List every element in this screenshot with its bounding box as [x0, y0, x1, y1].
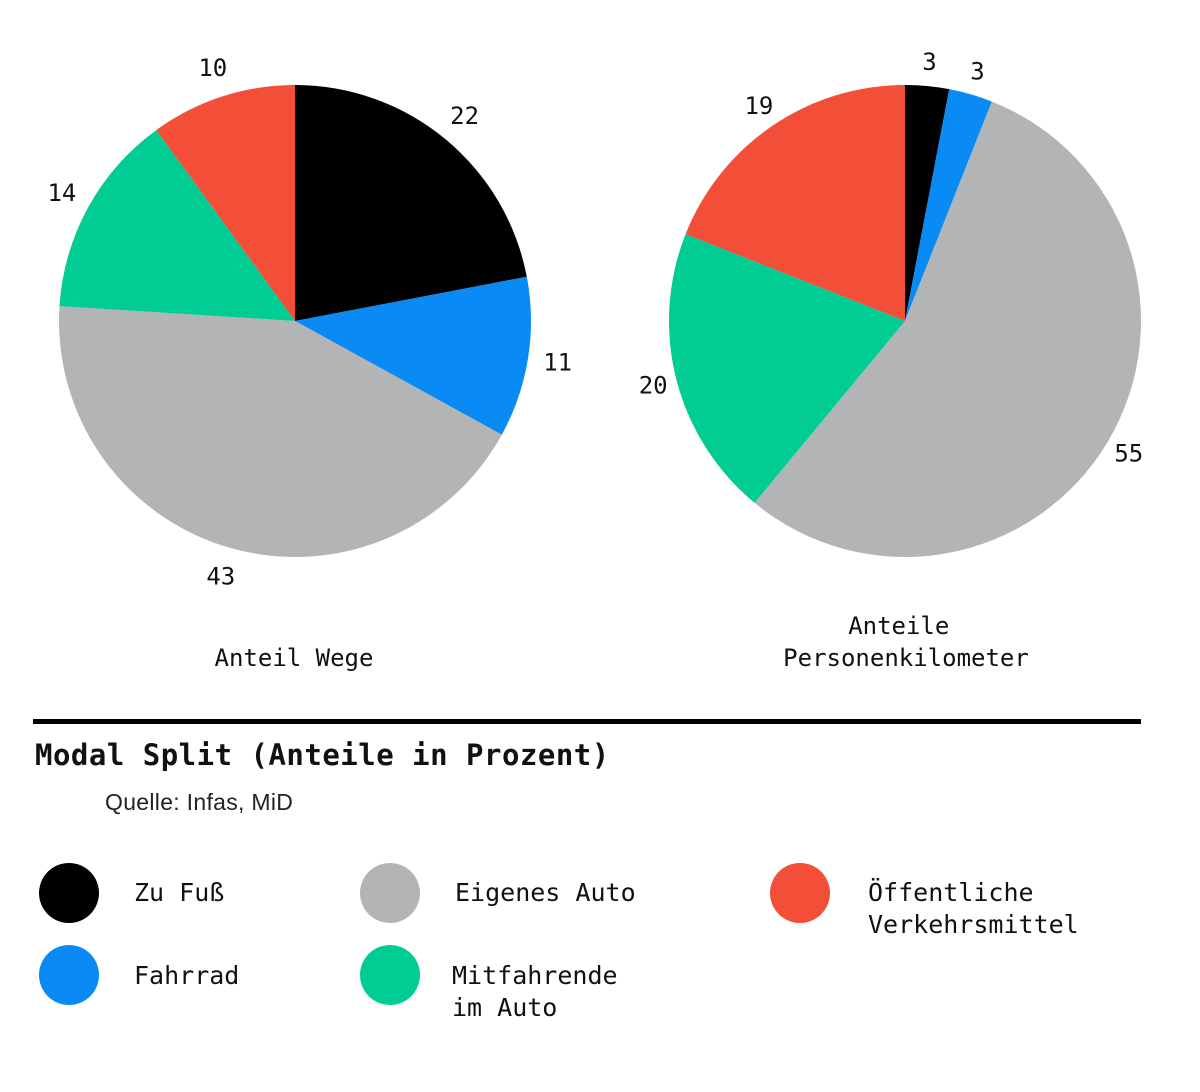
wege-label-eigenes-auto: 43: [206, 562, 235, 590]
pie-chart-personenkilometer: 3 3 55 20 19: [639, 48, 1143, 557]
wege-label-oeffentliche-verkehrsmittel: 10: [198, 54, 227, 82]
chart-caption-line-1: Anteile: [848, 612, 949, 640]
wege-slice-zu-fuss: [295, 85, 527, 321]
wege-slice-fahrrad: [295, 276, 531, 435]
legend-label-fahrrad: Fahrrad: [134, 961, 240, 990]
wege-slice-eigenes-auto: [59, 306, 502, 557]
pie-charts: 22 11 43 14 10 3 3 55 20 19 Anteil Wege Anteile …: [47, 48, 1143, 672]
legend-swatch-zu-fuss: [39, 863, 99, 923]
pkm-slice-fahrrad: [905, 89, 992, 322]
pkm-slice-zu-fuss: [905, 85, 950, 321]
pkm-label-fahrrad: 3: [970, 57, 984, 85]
source-note: Quelle: Infas, MiD: [105, 789, 294, 815]
wege-label-zu-fuss: 22: [450, 102, 479, 130]
chart-caption-anteil-wege: Anteil Wege: [215, 644, 374, 672]
legend-label-eigenes-auto: Eigenes Auto: [455, 878, 636, 907]
pkm-slice-mitfahrende-im-auto: [668, 234, 905, 503]
pkm-label-eigenes-auto: 55: [1114, 439, 1143, 467]
pie-chart-anteil-wege: 22 11 43 14 10: [47, 54, 572, 590]
legend-swatch-mitfahrende-im-auto: [360, 945, 420, 1005]
pkm-label-oeffentliche-verkehrsmittel: 19: [744, 92, 773, 120]
pkm-slice-oeffentliche-verkehrsmittel: [685, 84, 905, 321]
legend-swatch-eigenes-auto: [360, 863, 420, 923]
divider-line: [33, 719, 1141, 724]
chart-caption-line-2: Personenkilometer: [783, 644, 1029, 672]
legend-swatch-oeffentliche-verkehrsmittel: [770, 863, 830, 923]
legend-label-mitfahrende-im-auto: Mitfahrende im Auto: [452, 961, 618, 1022]
legend-label-oeffentliche-verkehrsmittel: Öffentliche Verkehrsmittel: [868, 878, 1079, 939]
wege-label-fahrrad: 11: [543, 349, 572, 377]
pkm-label-mitfahrende-im-auto: 20: [639, 372, 668, 400]
legend-swatch-fahrrad: [39, 945, 99, 1005]
pkm-label-zu-fuss: 3: [922, 48, 936, 76]
chart-title: Modal Split (Anteile in Prozent): [35, 738, 610, 772]
wege-label-mitfahrende-im-auto: 14: [47, 179, 76, 207]
wege-slice-mitfahrende-im-auto: [59, 130, 295, 321]
pkm-slice-eigenes-auto: [754, 101, 1141, 557]
legend-label-zu-fuss: Zu Fuß: [134, 878, 225, 907]
chart-caption-personenkilometer: Anteile Personenkilometer: [783, 612, 1029, 672]
wege-slice-oeffentliche-verkehrsmittel: [156, 85, 295, 321]
